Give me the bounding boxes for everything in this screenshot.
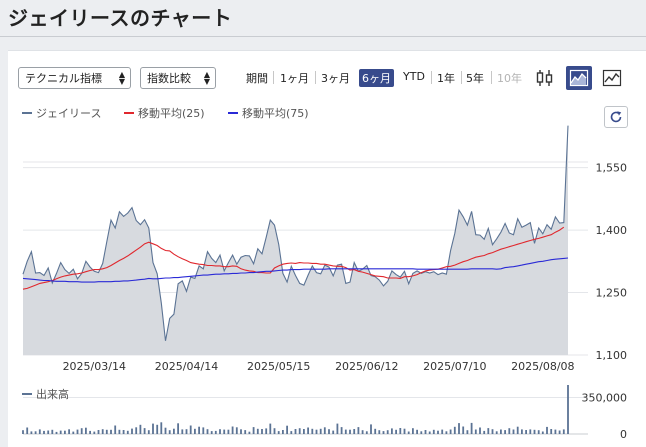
legend-swatch <box>22 112 32 114</box>
legend-swatch <box>228 112 238 114</box>
refresh-button[interactable] <box>604 106 628 128</box>
title-divider <box>0 36 646 37</box>
range-divider <box>491 71 492 84</box>
range-divider <box>273 71 274 84</box>
line-chart-button[interactable] <box>599 66 625 90</box>
legend-item-ma75: 移動平均(75) <box>228 105 309 121</box>
technical-indicator-select-label: テクニカル指標 <box>25 72 102 85</box>
technical-indicator-select[interactable]: テクニカル指標 ▲ ▼ <box>18 67 131 89</box>
select-arrows-icon: ▲ ▼ <box>118 70 125 86</box>
refresh-icon <box>610 111 622 123</box>
range-6m-button[interactable]: 6ヶ月 <box>359 69 394 87</box>
legend-label: 移動平均(25) <box>138 107 205 120</box>
line-chart-icon <box>602 69 622 87</box>
candlestick-button[interactable] <box>532 66 558 90</box>
range-3m-button[interactable]: 3ヶ月 <box>321 72 350 85</box>
legend-swatch <box>124 112 134 114</box>
range-divider <box>431 71 432 84</box>
candlestick-icon <box>536 70 553 86</box>
legend-item-volume: 出来高 <box>22 386 69 402</box>
index-compare-select-label: 指数比較 <box>147 72 191 85</box>
legend-label: 移動平均(75) <box>242 107 309 120</box>
range-divider <box>461 71 462 84</box>
range-1y-button[interactable]: 1年 <box>437 72 455 85</box>
range-5y-button[interactable]: 5年 <box>466 72 484 85</box>
range-divider <box>315 71 316 84</box>
range-label: 期間 <box>246 72 268 85</box>
chart-panel <box>8 50 646 447</box>
index-compare-select[interactable]: 指数比較 ▲ ▼ <box>140 67 216 89</box>
legend-item-ma25: 移動平均(25) <box>124 105 205 121</box>
page-title: ジェイリースのチャート <box>8 6 233 30</box>
select-arrows-icon: ▲ ▼ <box>203 70 210 86</box>
range-10y-button: 10年 <box>497 72 522 85</box>
area-chart-button[interactable] <box>566 66 592 90</box>
legend-label: 出来高 <box>36 388 69 401</box>
range-1m-button[interactable]: 1ヶ月 <box>280 72 309 85</box>
range-ytd-button[interactable]: YTD <box>403 70 425 83</box>
area-chart-icon <box>569 69 589 87</box>
legend-swatch <box>22 393 32 395</box>
legend-item-price: ジェイリース <box>22 105 101 121</box>
legend-label: ジェイリース <box>36 107 102 120</box>
